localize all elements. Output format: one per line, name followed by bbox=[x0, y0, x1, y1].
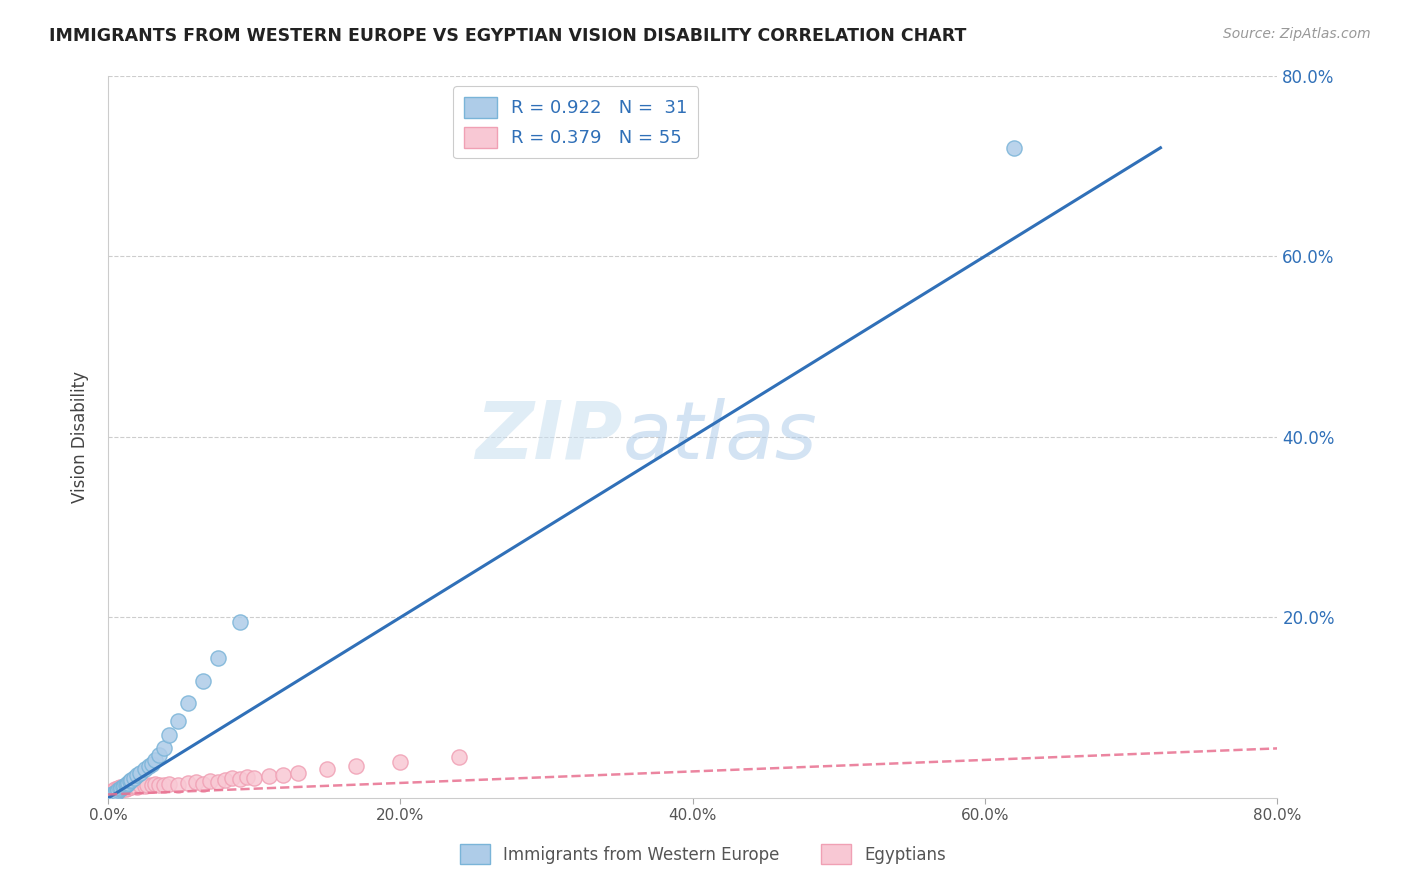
Point bbox=[107, 781, 129, 796]
Point bbox=[129, 765, 152, 780]
Point bbox=[191, 776, 214, 790]
Point bbox=[114, 780, 136, 794]
Legend: Immigrants from Western Europe, Egyptians: Immigrants from Western Europe, Egyptian… bbox=[453, 838, 953, 871]
Point bbox=[257, 769, 280, 783]
Point bbox=[112, 780, 135, 794]
Point bbox=[346, 758, 368, 772]
Point bbox=[167, 778, 190, 792]
Point bbox=[114, 782, 136, 797]
Point bbox=[105, 784, 128, 798]
Point bbox=[101, 787, 124, 801]
Point bbox=[152, 741, 174, 756]
Point bbox=[447, 750, 470, 764]
Point bbox=[110, 781, 132, 796]
Point bbox=[143, 776, 166, 790]
Text: ZIP: ZIP bbox=[475, 398, 623, 475]
Point bbox=[105, 785, 128, 799]
Point bbox=[98, 788, 121, 802]
Point bbox=[141, 779, 163, 793]
Point bbox=[236, 770, 259, 784]
Point bbox=[111, 780, 134, 795]
Point bbox=[316, 762, 339, 776]
Point bbox=[141, 756, 163, 771]
Point bbox=[184, 774, 207, 789]
Point bbox=[1002, 141, 1025, 155]
Point bbox=[108, 780, 131, 795]
Point bbox=[101, 784, 124, 798]
Point bbox=[100, 786, 122, 800]
Point bbox=[118, 780, 141, 794]
Point bbox=[117, 775, 139, 789]
Text: IMMIGRANTS FROM WESTERN EUROPE VS EGYPTIAN VISION DISABILITY CORRELATION CHART: IMMIGRANTS FROM WESTERN EUROPE VS EGYPTI… bbox=[49, 27, 966, 45]
Point bbox=[136, 778, 159, 792]
Point bbox=[118, 773, 141, 788]
Point bbox=[111, 780, 134, 795]
Point bbox=[115, 780, 138, 795]
Point bbox=[104, 782, 127, 797]
Point bbox=[108, 783, 131, 797]
Point bbox=[110, 781, 132, 796]
Point bbox=[103, 787, 125, 801]
Point bbox=[103, 783, 125, 797]
Point bbox=[115, 776, 138, 790]
Point bbox=[214, 772, 236, 787]
Point bbox=[120, 772, 142, 787]
Point bbox=[107, 782, 129, 797]
Point bbox=[111, 782, 134, 797]
Point bbox=[100, 785, 122, 799]
Point bbox=[108, 782, 131, 797]
Point bbox=[138, 759, 160, 773]
Point bbox=[105, 783, 128, 797]
Point bbox=[152, 779, 174, 793]
Point bbox=[177, 696, 200, 710]
Point bbox=[221, 771, 243, 785]
Point bbox=[114, 778, 136, 792]
Point bbox=[200, 773, 222, 788]
Point bbox=[101, 788, 124, 802]
Point bbox=[207, 774, 229, 789]
Point bbox=[100, 789, 122, 803]
Point bbox=[110, 782, 132, 797]
Point bbox=[120, 780, 142, 795]
Point bbox=[112, 781, 135, 796]
Point bbox=[104, 785, 127, 799]
Text: atlas: atlas bbox=[623, 398, 817, 475]
Legend: R = 0.922   N =  31, R = 0.379   N = 55: R = 0.922 N = 31, R = 0.379 N = 55 bbox=[453, 86, 699, 159]
Point bbox=[157, 776, 180, 790]
Point bbox=[134, 780, 156, 794]
Point bbox=[107, 783, 129, 797]
Point bbox=[177, 775, 200, 789]
Point bbox=[148, 778, 170, 792]
Point bbox=[389, 755, 412, 769]
Text: Source: ZipAtlas.com: Source: ZipAtlas.com bbox=[1223, 27, 1371, 41]
Point bbox=[167, 714, 190, 729]
Point bbox=[143, 753, 166, 767]
Point bbox=[157, 728, 180, 742]
Point bbox=[228, 615, 250, 629]
Point bbox=[207, 651, 229, 665]
Point bbox=[273, 767, 295, 781]
Point bbox=[148, 747, 170, 762]
Point bbox=[124, 771, 146, 785]
Point bbox=[228, 772, 250, 786]
Point bbox=[121, 779, 143, 793]
Y-axis label: Vision Disability: Vision Disability bbox=[72, 371, 89, 503]
Point bbox=[117, 781, 139, 796]
Point bbox=[134, 762, 156, 776]
Point bbox=[127, 768, 149, 782]
Point bbox=[243, 771, 266, 785]
Point bbox=[129, 779, 152, 793]
Point bbox=[104, 786, 127, 800]
Point bbox=[127, 780, 149, 795]
Point bbox=[103, 786, 125, 800]
Point bbox=[191, 673, 214, 688]
Point bbox=[124, 780, 146, 794]
Point bbox=[287, 765, 309, 780]
